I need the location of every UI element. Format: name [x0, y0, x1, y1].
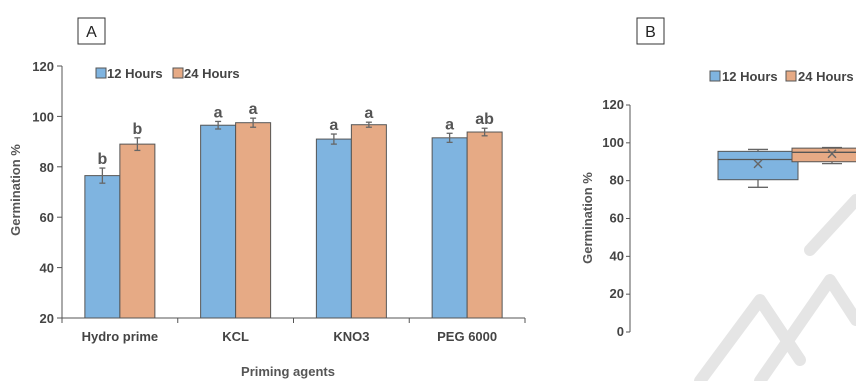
- legend-label-24h-b: 24 Hours: [798, 69, 854, 84]
- y-tick-label-a: 20: [40, 311, 54, 326]
- legend-a: 12 Hours 24 Hours: [95, 66, 240, 81]
- legend-label-12h: 12 Hours: [107, 66, 163, 81]
- y-tick-label-a: 40: [40, 261, 54, 276]
- y-tick-label-b: 100: [602, 135, 624, 150]
- y-tick-label-a: 60: [40, 210, 54, 225]
- y-axis-title-a: Germination %: [8, 144, 23, 236]
- significance-label: a: [249, 101, 258, 118]
- x-axis-title-a: Priming agents: [241, 364, 335, 379]
- bar-24h: [119, 143, 156, 319]
- panel-b-label: B: [636, 17, 665, 45]
- svg-text:A: A: [86, 24, 97, 41]
- y-tick-label-b: 40: [610, 248, 624, 263]
- y-tick-label-a: 120: [32, 59, 54, 74]
- box-24h: [791, 147, 856, 163]
- legend-label-12h-b: 12 Hours: [722, 69, 778, 84]
- legend-label-24h: 24 Hours: [184, 66, 240, 81]
- legend-swatch-24h: [172, 67, 184, 79]
- chart-b: 12 Hours 24 Hours Germination % 0 20 40 60 8…: [580, 69, 856, 339]
- y-tick-label-b: 120: [602, 97, 624, 112]
- legend-b: 12 Hours 24 Hours: [709, 69, 854, 84]
- svg-text:B: B: [645, 24, 656, 41]
- y-tick-label-a: 100: [32, 109, 54, 124]
- significance-label: a: [214, 104, 223, 121]
- mean-marker-24h: [827, 149, 837, 159]
- legend-swatch-12h-b: [709, 70, 721, 82]
- bar-12h: [431, 137, 468, 319]
- legend-swatch-12h: [95, 67, 107, 79]
- panel-a-label: A: [77, 17, 106, 45]
- significance-label: a: [445, 116, 454, 133]
- bar-24h: [350, 124, 387, 319]
- significance-label: ab: [475, 111, 494, 128]
- bar-12h: [315, 138, 352, 319]
- x-tick-label-a: KNO3: [333, 329, 369, 344]
- box-12h: [717, 150, 799, 181]
- watermark: [694, 194, 856, 381]
- significance-label: a: [364, 105, 373, 122]
- y-tick-label-a: 80: [40, 160, 54, 175]
- y-tick-label-b: 0: [617, 324, 624, 339]
- significance-label: b: [97, 151, 107, 168]
- significance-label: b: [132, 121, 142, 138]
- y-axis-title-b: Germination %: [580, 172, 595, 264]
- x-tick-label-a: PEG 6000: [437, 329, 497, 344]
- mean-marker-12h: [753, 159, 763, 169]
- legend-swatch-24h-b: [785, 70, 797, 82]
- x-tick-label-a: KCL: [222, 329, 249, 344]
- bar-24h: [466, 131, 503, 319]
- y-tick-label-b: 60: [610, 211, 624, 226]
- chart-a: 12 Hours 24 Hours Priming agents Germina…: [8, 59, 526, 379]
- x-tick-label-a: Hydro prime: [82, 329, 159, 344]
- y-tick-label-b: 20: [610, 286, 624, 301]
- bar-12h: [200, 124, 237, 319]
- bar-12h: [84, 175, 121, 319]
- bar-24h: [235, 122, 272, 319]
- y-tick-label-b: 80: [610, 173, 624, 188]
- significance-label: a: [329, 117, 338, 134]
